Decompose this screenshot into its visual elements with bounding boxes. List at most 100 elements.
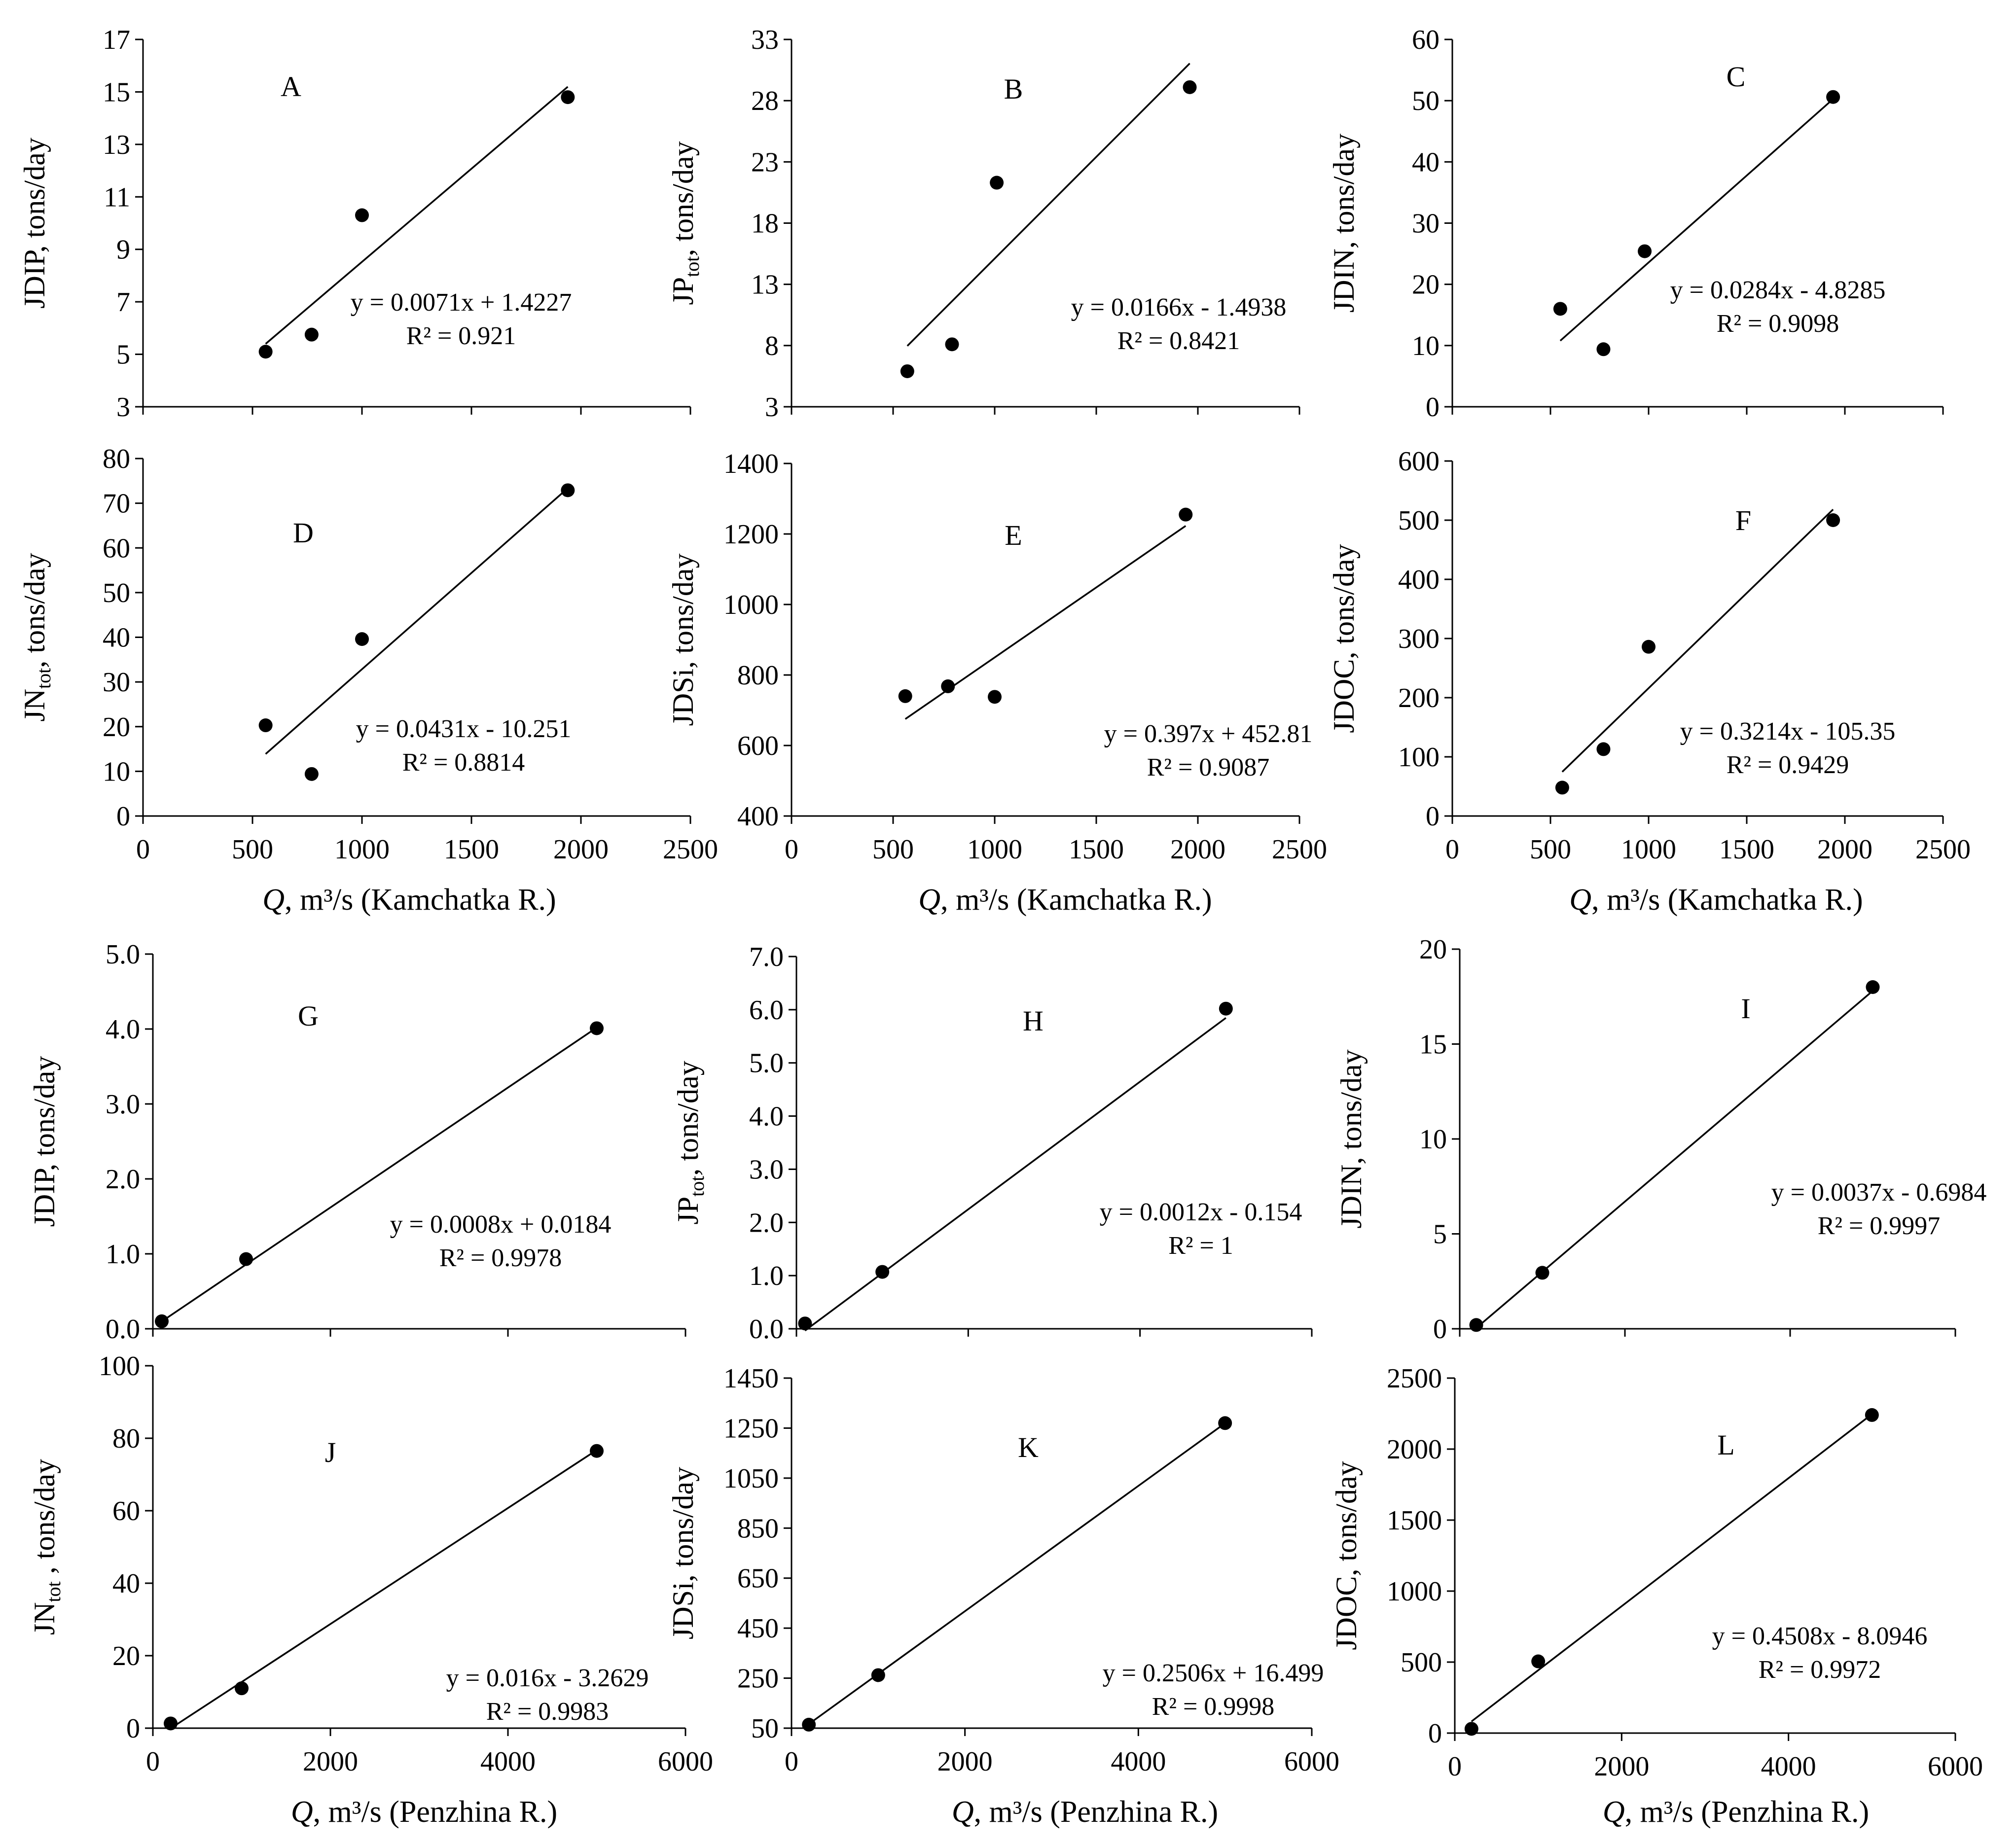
y-tick-label: 7 bbox=[116, 287, 130, 318]
y-tick-label: 600 bbox=[1398, 446, 1440, 477]
x-tick-label: 0 bbox=[136, 834, 150, 865]
y-axis-title: JPtot, tons/day bbox=[672, 1061, 708, 1224]
data-point bbox=[258, 345, 273, 359]
y-tick-label: 400 bbox=[737, 801, 779, 832]
y-tick-label: 9 bbox=[116, 235, 130, 265]
data-point bbox=[164, 1716, 178, 1731]
y-tick-label: 450 bbox=[737, 1613, 779, 1644]
data-point bbox=[258, 718, 273, 733]
r-squared-label: R² = 0.9998 bbox=[1152, 1693, 1275, 1721]
y-axis-title: JDOC, tons/day bbox=[1328, 544, 1360, 733]
x-tick-label: 2500 bbox=[1915, 834, 1971, 865]
x-axis-title-kamchatka-1: Q, m³/s (Kamchatka R.) bbox=[262, 883, 556, 917]
y-tick-label: 60 bbox=[103, 533, 130, 564]
y-tick-label: 600 bbox=[737, 731, 779, 761]
data-point bbox=[355, 632, 369, 646]
r-squared-label: R² = 0.921 bbox=[406, 322, 516, 350]
panels: 3 5 7 9 11 13 15 17 JDIP, tons/day Ay = 0.0071x +… bbox=[18, 25, 1986, 1782]
y-tick-label: 1000 bbox=[723, 590, 779, 620]
y-tick-label: 0 bbox=[126, 1713, 140, 1744]
y-tick-label: 40 bbox=[1412, 147, 1440, 178]
trend-equation: y = 0.016x - 3.2629 bbox=[446, 1664, 649, 1692]
data-point bbox=[898, 689, 912, 703]
y-tick-label: 0 bbox=[1433, 1314, 1447, 1345]
panel-e: 400 600 800 1000 1200 1400 0 500 1000 1500 2000 250… bbox=[667, 449, 1327, 865]
y-tick-label: 850 bbox=[737, 1513, 779, 1544]
y-tick-label: 28 bbox=[751, 86, 779, 116]
y-tick-label: 0 bbox=[1428, 1718, 1442, 1749]
data-point bbox=[1531, 1654, 1546, 1668]
y-tick-label: 18 bbox=[751, 209, 779, 239]
data-point bbox=[1866, 980, 1880, 994]
x-tick-label: 2000 bbox=[1817, 834, 1872, 865]
trend-equation: y = 0.0012x - 0.154 bbox=[1100, 1198, 1302, 1226]
data-point bbox=[1183, 80, 1197, 94]
x-tick-label: 500 bbox=[232, 834, 273, 865]
x-tick-label: 1500 bbox=[1069, 834, 1124, 865]
r-squared-label: R² = 1 bbox=[1168, 1232, 1233, 1260]
r-squared-label: R² = 0.8814 bbox=[402, 748, 525, 777]
y-axis-title: JDOC, tons/day bbox=[1330, 1461, 1363, 1650]
y-tick-label: 40 bbox=[112, 1568, 140, 1599]
data-point bbox=[1218, 1416, 1232, 1430]
x-tick-label: 4000 bbox=[480, 1746, 536, 1777]
data-point bbox=[239, 1252, 253, 1266]
data-point bbox=[1826, 513, 1840, 527]
y-tick-label: 20 bbox=[103, 712, 130, 743]
data-point bbox=[1469, 1318, 1483, 1332]
y-tick-label: 2.0 bbox=[749, 1207, 784, 1238]
y-tick-label: 30 bbox=[103, 667, 130, 698]
panel-letter: K bbox=[1018, 1431, 1039, 1463]
y-tick-label: 300 bbox=[1398, 624, 1440, 654]
y-tick-label: 1250 bbox=[723, 1413, 779, 1444]
panel-letter: A bbox=[281, 71, 301, 103]
y-tick-label: 200 bbox=[1398, 683, 1440, 713]
trend-line bbox=[161, 1027, 597, 1322]
x-tick-label: 0 bbox=[785, 834, 798, 865]
data-point bbox=[1638, 244, 1652, 258]
panel-letter: F bbox=[1735, 504, 1751, 536]
x-axis-title-penzhina-3: Q, m³/s (Penzhina R.) bbox=[1603, 1795, 1869, 1829]
panel-letter: B bbox=[1004, 73, 1023, 105]
data-point bbox=[1179, 507, 1193, 522]
data-point bbox=[1826, 90, 1840, 104]
trend-line bbox=[1561, 508, 1834, 773]
y-tick-label: 70 bbox=[103, 489, 130, 519]
y-tick-label: 30 bbox=[1412, 209, 1440, 239]
y-tick-label: 400 bbox=[1398, 565, 1440, 595]
y-tick-label: 1050 bbox=[723, 1463, 779, 1494]
y-tick-label: 0 bbox=[1426, 392, 1440, 423]
y-tick-label: 1000 bbox=[1387, 1576, 1442, 1607]
x-tick-label: 0 bbox=[146, 1746, 160, 1777]
data-point bbox=[941, 679, 955, 693]
trend-equation: y = 0.0008x + 0.0184 bbox=[390, 1210, 612, 1239]
trend-line bbox=[1559, 98, 1834, 342]
r-squared-label: R² = 0.9972 bbox=[1759, 1656, 1881, 1684]
y-tick-label: 0.0 bbox=[106, 1314, 140, 1345]
x-tick-label: 0 bbox=[1445, 834, 1459, 865]
x-tick-label: 1500 bbox=[444, 834, 499, 865]
x-tick-label: 4000 bbox=[1761, 1751, 1816, 1782]
y-tick-label: 13 bbox=[103, 130, 130, 160]
y-tick-label: 7.0 bbox=[749, 942, 784, 972]
y-tick-label: 0 bbox=[1426, 801, 1440, 832]
y-tick-label: 60 bbox=[112, 1496, 140, 1526]
data-point bbox=[1553, 302, 1567, 316]
data-point bbox=[802, 1717, 816, 1732]
trend-line bbox=[265, 86, 569, 345]
trend-equation: y = 0.4508x - 8.0946 bbox=[1712, 1622, 1928, 1650]
y-tick-label: 3.0 bbox=[749, 1154, 784, 1185]
r-squared-label: R² = 0.9997 bbox=[1818, 1212, 1941, 1240]
y-tick-label: 5 bbox=[116, 340, 130, 370]
y-tick-label: 1.0 bbox=[749, 1261, 784, 1291]
y-axis-title: JNtot , tons/day bbox=[28, 1459, 65, 1635]
x-tick-label: 2000 bbox=[553, 834, 609, 865]
trend-equation: y = 0.0431x - 10.251 bbox=[356, 715, 572, 743]
y-tick-label: 20 bbox=[1412, 270, 1440, 300]
y-tick-label: 60 bbox=[1412, 25, 1440, 55]
x-axis-title-penzhina-2: Q, m³/s (Penzhina R.) bbox=[952, 1795, 1218, 1829]
y-tick-label: 4.0 bbox=[106, 1014, 140, 1045]
data-point bbox=[561, 483, 575, 497]
data-point bbox=[798, 1316, 812, 1331]
